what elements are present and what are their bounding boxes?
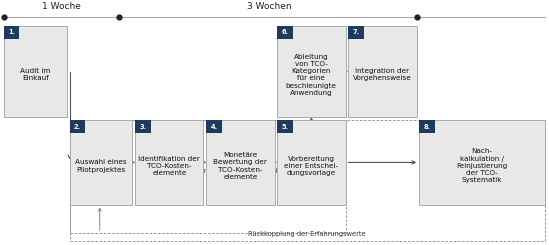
Bar: [4, 25, 19, 39]
Text: 1.: 1.: [8, 29, 15, 35]
Bar: [277, 120, 293, 134]
Bar: [348, 25, 363, 39]
Text: Identifikation der
TCO-Kosten-
elemente: Identifikation der TCO-Kosten- elemente: [138, 156, 200, 176]
Text: 3 Wochen: 3 Wochen: [247, 2, 292, 11]
Bar: [419, 120, 435, 134]
Text: Anzahl der Wiederholungen ist fallspezifisch: Anzahl der Wiederholungen ist fallspezif…: [144, 168, 293, 174]
Text: Vorbereitung
einer Entschei-
dungsvorlage: Vorbereitung einer Entschei- dungsvorlag…: [284, 156, 338, 176]
Text: 2.: 2.: [74, 124, 81, 130]
Bar: [70, 120, 545, 241]
Bar: [277, 25, 345, 117]
Bar: [277, 120, 345, 205]
Bar: [4, 25, 67, 117]
Bar: [70, 120, 345, 233]
Text: Monetäre
Bewertung der
TCO-Kosten-
elemente: Monetäre Bewertung der TCO-Kosten- eleme…: [214, 152, 267, 180]
Bar: [348, 25, 417, 117]
Text: 7.: 7.: [352, 29, 360, 35]
Text: 8.: 8.: [423, 124, 430, 130]
Text: Rückkopplung der Erfahrungswerte: Rückkopplung der Erfahrungswerte: [249, 231, 366, 236]
Text: Nach-
kalkulation /
Feinjustierung
der TCO-
Systematik: Nach- kalkulation / Feinjustierung der T…: [456, 148, 508, 184]
Text: Ableitung
von TCO-
Kategorien
für eine
beschleunigte
Anwendung: Ableitung von TCO- Kategorien für eine b…: [286, 54, 337, 96]
Text: 5.: 5.: [282, 124, 288, 130]
Text: 6.: 6.: [281, 29, 288, 35]
Bar: [206, 120, 274, 205]
Text: 1 Woche: 1 Woche: [42, 2, 81, 11]
Bar: [70, 120, 132, 205]
Text: Integration der
Vorgehensweise: Integration der Vorgehensweise: [353, 68, 412, 81]
Text: 4.: 4.: [210, 124, 217, 130]
Text: 3.: 3.: [139, 124, 147, 130]
Bar: [277, 25, 293, 39]
Text: Auswahl eines
Pilotprojektes: Auswahl eines Pilotprojektes: [75, 159, 127, 173]
Bar: [206, 120, 221, 134]
Bar: [135, 120, 204, 205]
Text: Audit im
Einkauf: Audit im Einkauf: [20, 68, 51, 81]
Bar: [70, 120, 85, 134]
Bar: [135, 120, 150, 134]
Bar: [419, 120, 545, 205]
